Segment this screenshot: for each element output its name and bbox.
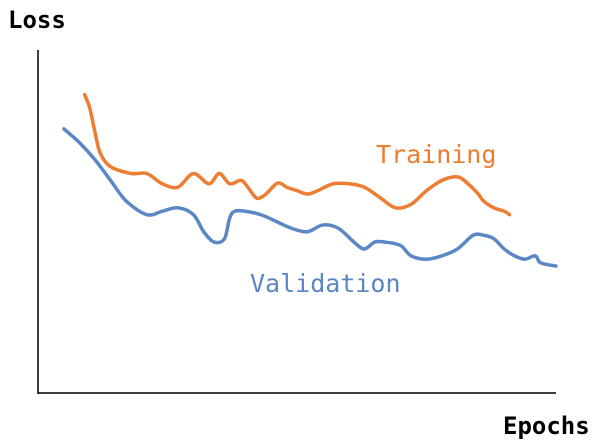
series-label-validation: Validation (250, 269, 401, 298)
y-axis-title: Loss (8, 6, 66, 34)
series-line-training (82, 92, 512, 217)
series-group (62, 92, 558, 268)
x-axis-title: Epochs (503, 412, 590, 440)
series-line-validation (62, 127, 558, 268)
series-label-training: Training (376, 140, 496, 169)
